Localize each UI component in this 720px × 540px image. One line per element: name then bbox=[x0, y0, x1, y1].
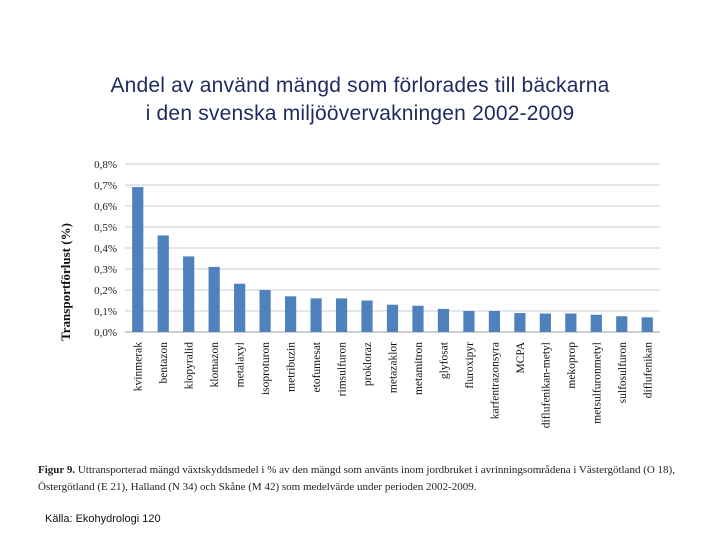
x-tick-label: etofumesat bbox=[311, 341, 323, 392]
slide-title-line-2: i den svenska miljöövervakningen 2002-20… bbox=[145, 102, 575, 125]
figure-caption-text: Uttransporterad mängd växtskyddsmedel i … bbox=[38, 464, 675, 493]
slide-title-line-1: Andel av använd mängd som förlorades til… bbox=[110, 74, 610, 97]
bar bbox=[259, 290, 271, 332]
bar bbox=[539, 313, 551, 332]
x-tick-label: fluroxipyr bbox=[464, 342, 476, 389]
bar bbox=[437, 308, 450, 332]
bar bbox=[310, 298, 322, 332]
x-tick-label: metsulfuronmetyl bbox=[591, 342, 603, 424]
x-tick-label: karfentrazonsyra bbox=[489, 342, 501, 419]
x-tick-label: rimsulfuron bbox=[337, 342, 349, 397]
y-tick-label: 0,0% bbox=[94, 327, 117, 339]
x-tick-label: metamitron bbox=[413, 342, 425, 395]
x-tick-labels: kvinmerak bentazon klopyralid klomazon metal… bbox=[133, 341, 655, 428]
x-tick-label: klopyralid bbox=[184, 342, 196, 390]
y-tick-label: 0,8% bbox=[94, 159, 117, 171]
x-tick-label: metalaxyl bbox=[235, 342, 247, 387]
bar bbox=[132, 187, 144, 332]
y-tick-label: 0,2% bbox=[94, 285, 117, 297]
bar bbox=[183, 256, 195, 332]
bar bbox=[234, 283, 246, 332]
source-note: Källa: Ekohydrologi 120 bbox=[45, 513, 161, 525]
x-tick-label: glyfosat bbox=[438, 341, 450, 379]
bar bbox=[361, 300, 373, 332]
y-tick-label: 0,1% bbox=[94, 306, 117, 318]
figure-caption-label: Figur 9. bbox=[38, 464, 76, 476]
y-tick-label: 0,3% bbox=[94, 264, 117, 276]
x-tick-label: bentazon bbox=[158, 342, 170, 384]
bar bbox=[157, 235, 169, 332]
y-tick-label: 0,5% bbox=[94, 222, 117, 234]
bar bbox=[386, 304, 399, 332]
figure-caption: Figur 9. Uttransporterad mängd växtskydd… bbox=[38, 462, 678, 496]
bar bbox=[616, 316, 628, 332]
x-tick-label: MCPA bbox=[515, 341, 527, 373]
bar bbox=[335, 298, 348, 332]
bar bbox=[514, 313, 526, 332]
x-tick-label: sulfosulfuron bbox=[617, 342, 629, 404]
bar bbox=[590, 314, 602, 332]
x-tick-label: klomazon bbox=[209, 342, 221, 388]
bar bbox=[488, 311, 501, 332]
x-tick-label: kvinmerak bbox=[133, 342, 145, 391]
bar bbox=[565, 313, 577, 332]
x-tick-label: diflufenikan bbox=[642, 342, 654, 398]
bar bbox=[284, 296, 297, 332]
x-tick-label: metazaklor bbox=[388, 342, 400, 393]
bars-layer bbox=[132, 187, 653, 332]
x-tick-label: mekoprop bbox=[566, 342, 578, 389]
y-tick-labels: 0,0% 0,1% 0,2% 0,3% 0,4% 0,5% 0,6% 0,7% 0,8% bbox=[94, 159, 117, 339]
y-tick-label: 0,6% bbox=[94, 201, 117, 213]
bar bbox=[463, 311, 475, 332]
x-tick-label: prokloraz bbox=[362, 342, 374, 386]
bar bbox=[641, 317, 653, 332]
x-tick-label: isoproturon bbox=[260, 342, 272, 395]
y-tick-label: 0,4% bbox=[94, 243, 117, 255]
x-tick-label: diflufenikan-metyl bbox=[540, 342, 552, 428]
bar bbox=[208, 266, 220, 332]
slide-title: Andel av använd mängd som förlorades til… bbox=[30, 72, 690, 128]
x-tick-label: metribuzin bbox=[286, 342, 298, 392]
bar bbox=[412, 305, 424, 332]
y-axis-label: Transportförlust (%) bbox=[58, 223, 73, 341]
bar-chart: 0,0% 0,1% 0,2% 0,3% 0,4% 0,5% 0,6% 0,7% 0,8% kvi… bbox=[58, 159, 660, 428]
y-tick-label: 0,7% bbox=[94, 180, 117, 192]
